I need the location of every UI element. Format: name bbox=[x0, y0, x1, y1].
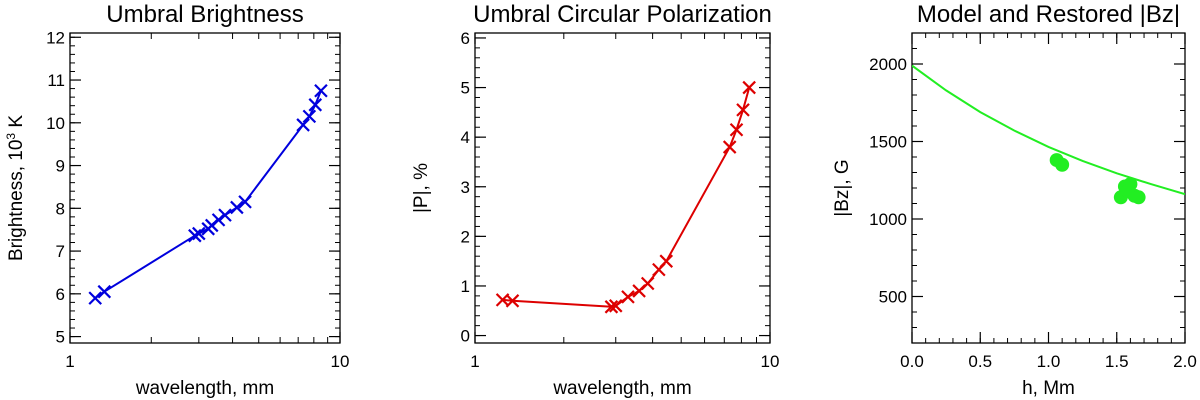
bz-y-axis-label: |Bz|, G bbox=[832, 159, 853, 216]
polarization-y-tick-label: 0 bbox=[461, 327, 470, 346]
bz-data-layer bbox=[912, 64, 1185, 205]
bz-y-axis-label-main: |Bz|, G bbox=[832, 159, 853, 216]
polarization-data-point bbox=[729, 122, 744, 137]
polarization-y-axis-label-main: |P|, % bbox=[411, 163, 432, 213]
polarization-x-tick-label: 10 bbox=[761, 352, 780, 371]
brightness-plot-frame bbox=[69, 32, 341, 344]
brightness-data-point bbox=[88, 291, 103, 305]
bz-x-tick-label: 0.5 bbox=[968, 352, 992, 371]
polarization-data-point bbox=[640, 276, 655, 291]
brightness-data-point bbox=[188, 228, 202, 243]
polarization-data-point bbox=[604, 300, 619, 314]
brightness-y-tick-label: 8 bbox=[56, 199, 65, 218]
bz-x-axis-label: h, Mm bbox=[1022, 378, 1075, 399]
polarization-data-point bbox=[505, 294, 520, 308]
brightness-y-axis-label-sup: 3 bbox=[4, 133, 18, 140]
polarization-y-axis-label: |P|, % bbox=[411, 163, 432, 213]
bz-y-tick-label: 500 bbox=[879, 288, 907, 307]
bz-plot-frame bbox=[911, 32, 1186, 344]
polarization-data-point bbox=[621, 290, 635, 304]
brightness-y-axis-label: Brightness, 103 K bbox=[4, 115, 27, 261]
polarization-x-axis-label: wavelength, mm bbox=[552, 378, 691, 399]
brightness-data-point bbox=[296, 118, 310, 132]
polarization-y-tick-label: 6 bbox=[461, 29, 470, 48]
brightness-y-axis-label-main: Brightness, 10 bbox=[6, 140, 27, 261]
brightness-data-point bbox=[314, 83, 328, 98]
bz-y-tick-label: 2000 bbox=[869, 55, 907, 74]
brightness-data-layer bbox=[88, 83, 328, 305]
bz-y-tick-label: 1500 bbox=[869, 133, 907, 152]
brightness-data-point bbox=[230, 200, 244, 215]
bz-x-tick-label: 0.0 bbox=[900, 352, 924, 371]
polarization-x-tick-label: 1 bbox=[470, 352, 479, 371]
brightness-data-point bbox=[218, 208, 232, 222]
brightness-y-tick-label: 11 bbox=[47, 71, 65, 90]
polarization-chart-title: Umbral Circular Polarization bbox=[473, 1, 772, 28]
brightness-x-tick-label: 10 bbox=[331, 352, 350, 371]
brightness-y-tick-label: 7 bbox=[56, 242, 65, 261]
polarization-y-tick-label: 3 bbox=[461, 178, 470, 197]
bz-x-tick-label: 2.0 bbox=[1173, 352, 1197, 371]
brightness-chart-title: Umbral Brightness bbox=[106, 1, 303, 28]
bz-y-tick-label: 1000 bbox=[869, 210, 907, 229]
brightness-y-tick-label: 9 bbox=[56, 157, 65, 176]
brightness-series-line bbox=[94, 90, 322, 299]
brightness-data-point bbox=[302, 109, 317, 124]
brightness-data-point bbox=[97, 284, 112, 299]
brightness-y-tick-label: 6 bbox=[56, 285, 65, 304]
brightness-data-point bbox=[192, 226, 206, 241]
brightness-data-point bbox=[211, 213, 226, 227]
bz-model-curve bbox=[912, 64, 1185, 196]
polarization-data-point bbox=[608, 299, 623, 313]
polarization-y-tick-label: 5 bbox=[461, 79, 470, 98]
polarization-data-point bbox=[659, 254, 674, 268]
brightness-y-tick-label: 10 bbox=[46, 114, 65, 133]
bz-x-tick-label: 1.0 bbox=[1037, 352, 1061, 371]
bz-chart-title: Model and Restored |Bz| bbox=[917, 1, 1180, 28]
brightness-x-tick-label: 1 bbox=[65, 352, 74, 371]
brightness-y-tick-label: 5 bbox=[56, 328, 65, 347]
polarization-series-line bbox=[502, 87, 751, 308]
polarization-plot-frame bbox=[474, 32, 771, 344]
bz-restored-point bbox=[1055, 157, 1070, 172]
brightness-x-axis-label: wavelength, mm bbox=[135, 378, 274, 399]
polarization-data-point bbox=[736, 103, 750, 117]
brightness-data-point bbox=[238, 195, 252, 209]
polarization-data-layer bbox=[495, 80, 756, 314]
polarization-y-tick-label: 2 bbox=[461, 227, 470, 246]
brightness-data-point bbox=[308, 98, 323, 112]
polarization-y-tick-label: 1 bbox=[461, 277, 470, 296]
polarization-y-tick-label: 4 bbox=[461, 128, 470, 147]
bz-restored-point bbox=[1131, 190, 1146, 205]
brightness-y-tick-label: 12 bbox=[46, 28, 65, 47]
bz-x-tick-label: 1.5 bbox=[1105, 352, 1129, 371]
brightness-y-axis-label-unit: K bbox=[6, 115, 27, 133]
polarization-data-point bbox=[722, 140, 737, 154]
polarization-data-point bbox=[742, 80, 756, 95]
